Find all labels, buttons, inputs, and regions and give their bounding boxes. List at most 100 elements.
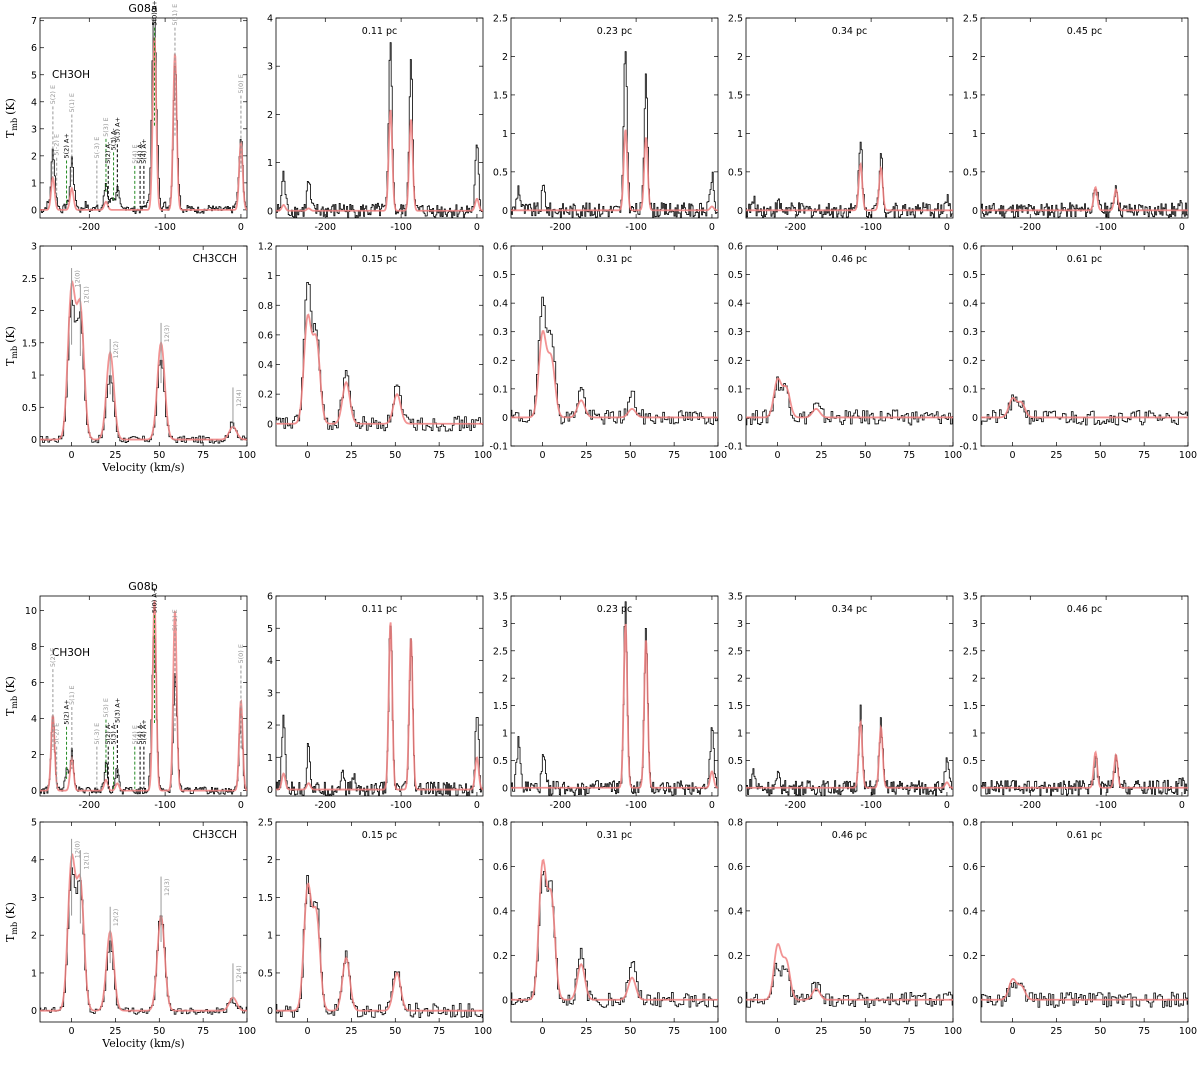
x-tick-label: -100 xyxy=(625,800,647,811)
x-tick-label: 0 xyxy=(540,450,546,461)
x-tick-label: 0 xyxy=(944,222,950,233)
observed-spectrum xyxy=(276,282,483,432)
panel-G08a-ch3oh-1: 0 1 2 3 4 -200 -100 0 0.11 pc xyxy=(267,14,484,233)
y-tick-label: 0.2 xyxy=(728,951,743,962)
y-tick-label: 1 xyxy=(972,129,978,140)
y-tick-label: 0.5 xyxy=(493,756,508,767)
y-tick-label: 4 xyxy=(267,656,273,667)
panel-G08b-ch3cch-3: 0 0.2 0.4 0.6 0.8 0 25 50 75 100 0.46 pc xyxy=(728,818,962,1038)
x-tick-label: 75 xyxy=(197,450,209,461)
y-tick-label: 0 xyxy=(972,206,978,217)
observed-spectrum xyxy=(981,982,1188,1008)
x-tick-label: -200 xyxy=(1020,800,1042,811)
x-tick-label: -100 xyxy=(1095,222,1117,233)
transition-label: 5(3) A+ xyxy=(113,698,121,723)
y-tick-label: 0.3 xyxy=(963,327,978,338)
y-tick-label: 0 xyxy=(267,1006,273,1017)
x-tick-label: 0 xyxy=(775,1026,781,1037)
plot-area xyxy=(276,875,483,1019)
transition-label: 5(-2) E xyxy=(53,723,61,745)
ylabel-main: T xyxy=(4,708,17,716)
x-tick-label: 0 xyxy=(709,800,715,811)
model-spectrum xyxy=(40,37,247,211)
transition-label: 5(0) E xyxy=(237,74,245,94)
y-tick-label: 3 xyxy=(972,619,978,630)
y-tick-label: 0.8 xyxy=(258,301,273,312)
transition-label: 12(1) xyxy=(82,852,90,869)
y-tick-label: 4 xyxy=(31,97,37,108)
x-tick-label: 0 xyxy=(775,450,781,461)
plot-frame xyxy=(39,821,248,1023)
panel-G08b-ch3oh-3: 0 0.5 1 1.5 2 2.5 3 3.5 -200 -100 0 0.34 pc xyxy=(728,592,954,811)
x-tick-label: 75 xyxy=(1138,1026,1150,1037)
x-tick-label: 50 xyxy=(1094,450,1106,461)
y-tick-label: 2.5 xyxy=(258,818,273,829)
panel-G08a-ch3oh-2: 0 0.5 1 1.5 2 2.5 -200 -100 0 0.23 pc xyxy=(493,14,719,233)
x-tick-label: 50 xyxy=(1094,1026,1106,1037)
x-tick-label: -100 xyxy=(1095,800,1117,811)
y-tick-label: 0 xyxy=(972,783,978,794)
y-tick-label: 0.2 xyxy=(493,951,508,962)
transition-label: 5(3) E xyxy=(102,117,110,137)
x-tick-label: -100 xyxy=(390,800,412,811)
plot-area xyxy=(981,750,1188,796)
observed-spectrum xyxy=(746,962,953,1008)
transition-label: 12(3) xyxy=(163,325,171,342)
plot-area xyxy=(981,394,1188,426)
x-tick-label: 75 xyxy=(433,450,445,461)
y-tick-label: 0 xyxy=(502,995,508,1006)
y-tick-label: 6 xyxy=(31,43,37,54)
x-tick-label: 0 xyxy=(540,1026,546,1037)
y-tick-label: 0.3 xyxy=(728,327,743,338)
transition-label: 12(2) xyxy=(112,341,120,358)
x-tick-label: 0 xyxy=(474,800,480,811)
plot-area xyxy=(276,282,483,432)
y-axis-label: Tmb (K) xyxy=(4,676,19,716)
y-tick-label: 10 xyxy=(25,606,37,617)
y-tick-label: 0.2 xyxy=(493,356,508,367)
model-spectrum xyxy=(276,109,483,212)
transition-label: 5(2) E xyxy=(49,648,57,668)
x-tick-label: -200 xyxy=(550,222,572,233)
y-tick-label: 0.2 xyxy=(963,951,978,962)
y-tick-label: -0.1 xyxy=(489,442,508,453)
y-tick-label: 0 xyxy=(972,413,978,424)
panel-G08b-ch3oh-2: 0 0.5 1 1.5 2 2.5 3 3.5 -200 -100 0 0.23 pc xyxy=(493,592,719,811)
transition-label: 5(0) E xyxy=(237,644,245,664)
x-tick-label: -200 xyxy=(79,800,101,811)
y-tick-label: 1 xyxy=(502,728,508,739)
transition-label: 12(2) xyxy=(112,909,120,926)
y-tick-label: 4 xyxy=(31,855,37,866)
y-tick-label: 0.6 xyxy=(963,862,978,873)
ylabel-unit: (K) xyxy=(4,326,17,343)
y-tick-label: 0 xyxy=(502,206,508,217)
x-tick-label: 0 xyxy=(1179,800,1185,811)
x-tick-label: 0 xyxy=(69,1026,75,1037)
ylabel-sub: mb xyxy=(10,346,19,359)
y-tick-label: 2 xyxy=(267,110,273,121)
y-tick-label: 0.6 xyxy=(258,330,273,341)
plot-frame xyxy=(980,821,1189,1023)
y-tick-label: 2 xyxy=(502,52,508,63)
panel-distance-label: 0.61 pc xyxy=(1067,254,1102,265)
x-tick-label: 75 xyxy=(903,1026,915,1037)
y-tick-label: 0 xyxy=(31,1006,37,1017)
y-tick-label: 0.6 xyxy=(963,242,978,253)
y-tick-label: 0 xyxy=(502,783,508,794)
panel-G08a-ch3cch-1: 0 0.2 0.4 0.6 0.8 1 1.2 0 25 50 75 100 0.15 pc xyxy=(258,242,492,462)
y-tick-label: 3.5 xyxy=(963,592,978,603)
y-tick-label: 0.1 xyxy=(728,384,743,395)
ylabel-sub: mb xyxy=(10,922,19,935)
y-axis-label: Tmb (K) xyxy=(4,98,19,138)
observed-spectrum xyxy=(746,376,953,426)
plot-frame xyxy=(980,245,1189,447)
group-title: G08b xyxy=(128,580,158,593)
x-tick-label: 50 xyxy=(624,1026,636,1037)
x-tick-label: 50 xyxy=(153,450,165,461)
plot-area xyxy=(746,141,953,218)
y-tick-label: 4 xyxy=(31,714,37,725)
transition-label: 5(4) E xyxy=(131,725,139,745)
y-tick-label: 1.5 xyxy=(493,701,508,712)
observed-spectrum xyxy=(40,299,247,444)
